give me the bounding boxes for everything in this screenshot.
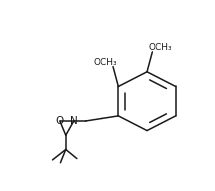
Text: OCH₃: OCH₃ [149, 43, 172, 52]
Text: OCH₃: OCH₃ [93, 58, 117, 67]
Text: O: O [56, 116, 64, 126]
Text: N: N [70, 116, 78, 126]
